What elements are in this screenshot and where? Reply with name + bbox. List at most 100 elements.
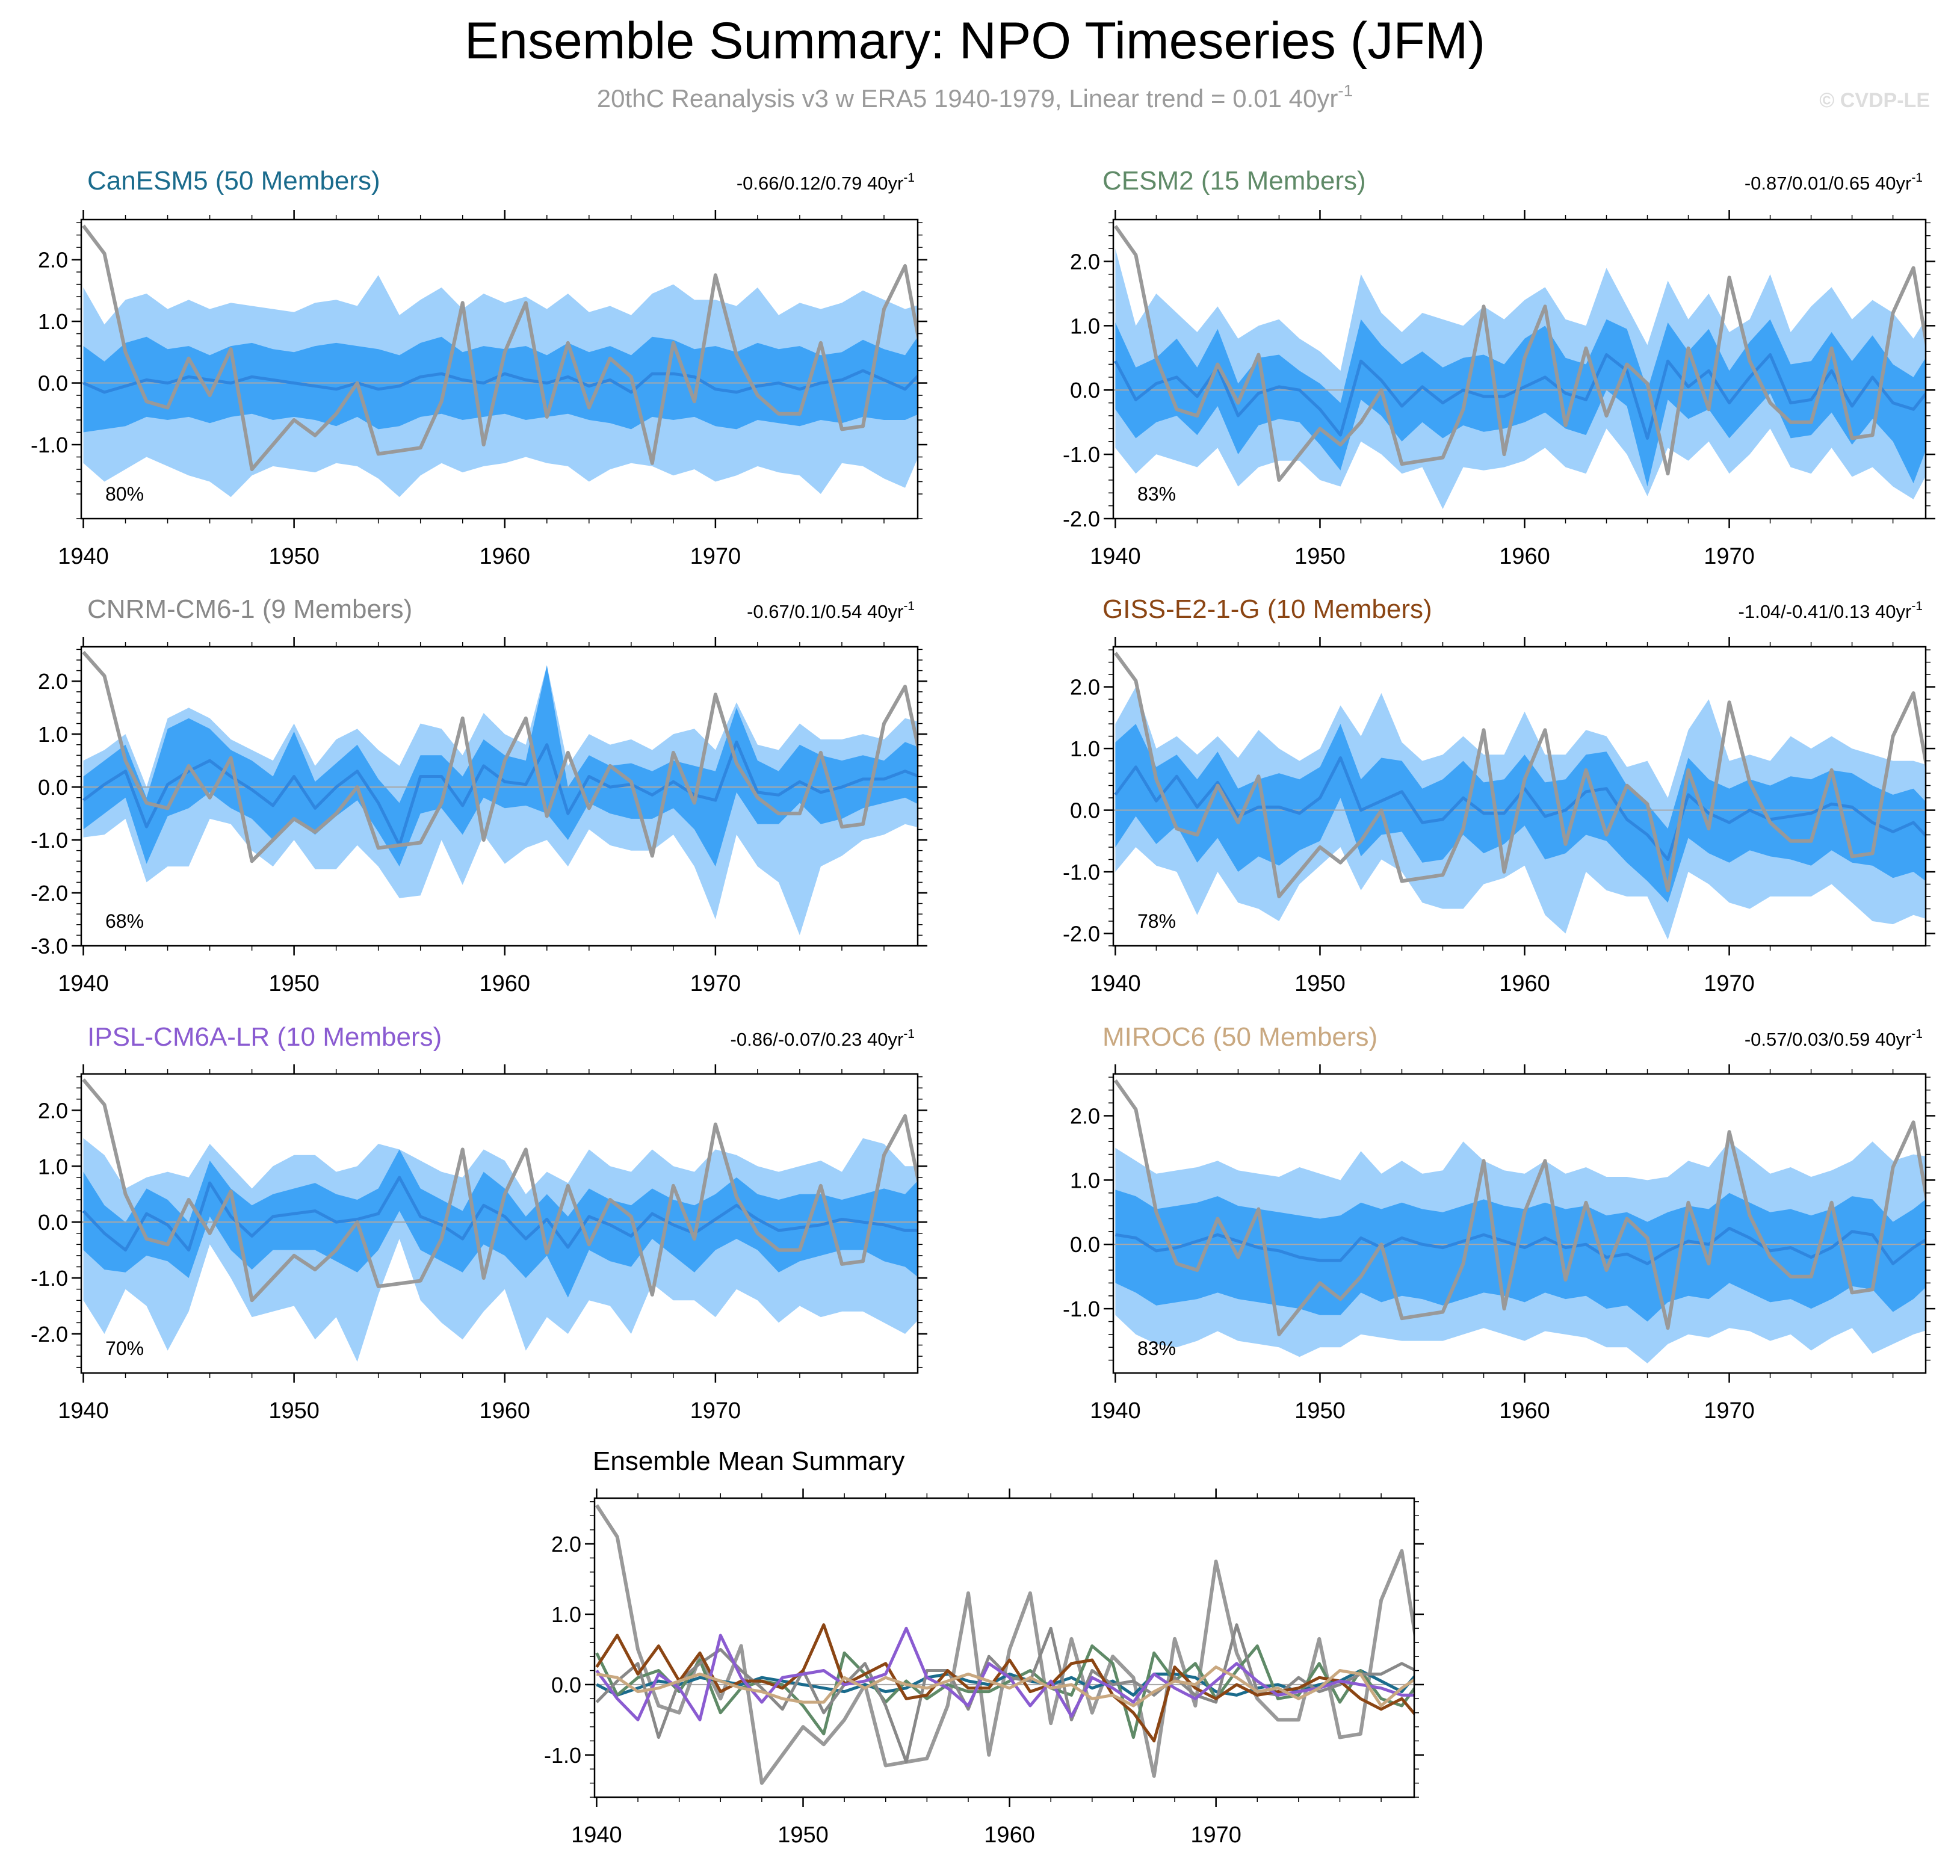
percent-label: 80% [105,483,144,505]
x-tick-label: 1960 [1499,1398,1550,1424]
y-tick-label: 2.0 [38,1098,68,1123]
panel-title: CESM2 (15 Members) [1102,166,1366,196]
panel-ipsl-cm6a-lr: 1940 1950 1960 1970 2.0 1.0 0.0 -1.0 -2.0 IPSL-CM… [31,1022,927,1424]
panel-ensemble-mean-summary: 1940 1950 1960 1970 2.0 1.0 0.0 -1.0 Ensemble Me… [544,1446,1424,1848]
inner-spread-band [83,1149,918,1298]
series-line-miroc6 [596,1665,1414,1708]
panel-giss-e2-1-g: 1940 1950 1960 1970 2.0 1.0 0.0 -1.0 -2.0 GISS-E2… [1063,594,1935,996]
y-tick-label: -1.0 [1063,860,1100,884]
panel-title: CanESM5 (50 Members) [87,166,380,196]
x-tick-label: 1950 [268,544,320,569]
trend-label-text: -0.57/0.03/0.59 40yr [1745,1029,1911,1050]
y-tick-label: -1.0 [1063,442,1100,467]
panels-group: 1940 1950 1960 1970 2.0 1.0 0.0 -1.0 CanESM5 (50… [31,166,1935,1848]
trend-label: -0.57/0.03/0.59 40yr-1 [1745,1027,1923,1050]
x-tick-label: 1970 [690,971,741,996]
y-tick-label: 2.0 [1070,675,1100,700]
panel-title: CNRM-CM6-1 (9 Members) [87,594,412,624]
x-tick-label: 1940 [1090,1398,1141,1424]
plot-frame [1112,646,1927,947]
percent-label: 78% [1137,910,1176,932]
x-tick-label: 1940 [1090,971,1141,996]
y-tick-label: 0.0 [1070,378,1100,403]
trend-label-text: -1.04/-0.41/0.13 40yr [1739,601,1912,622]
trend-label: -0.67/0.1/0.54 40yr-1 [747,599,915,622]
trend-label: -0.86/-0.07/0.23 40yr-1 [731,1027,915,1050]
y-tick-label: 2.0 [38,248,68,273]
x-tick-label: 1940 [58,544,109,569]
observed-line [82,1078,918,1303]
watermark-text: © CVDP-LE [1819,89,1930,112]
inner-spread-band [83,665,918,867]
trend-label: -0.66/0.12/0.79 40yr-1 [737,171,915,194]
series-line-ipsl-cm6a-lr [595,1626,1414,1721]
x-tick-label: 1940 [58,971,109,996]
panel-cesm2: 1940 1950 1960 1970 2.0 1.0 0.0 -1.0 -2.0 CESM2 (… [1063,166,1935,569]
y-tick-label: -1.0 [31,828,68,853]
panel-canesm5: 1940 1950 1960 1970 2.0 1.0 0.0 -1.0 CanESM5 (50… [31,166,927,569]
panel-title: Ensemble Mean Summary [593,1446,904,1476]
inner-spread-band [1115,1189,1926,1322]
x-tick-label: 1960 [479,971,530,996]
figure-subtitle: 20thC Reanalysis v3 w ERA5 1940-1979, Li… [597,81,1353,113]
y-tick-label: -2.0 [1063,507,1100,531]
figure-title: Ensemble Summary: NPO Timeseries (JFM) [465,12,1485,70]
x-tick-label: 1970 [690,544,741,569]
x-tick-label: 1960 [479,544,530,569]
trend-label-superscript: -1 [1911,1027,1923,1041]
plot-frame [1112,1073,1927,1374]
x-tick-label: 1970 [1704,971,1755,996]
trend-label-text: -0.87/0.01/0.65 40yr [1745,173,1911,194]
x-tick-label: 1970 [1704,1398,1755,1424]
x-tick-label: 1940 [58,1398,109,1424]
observed-line [1113,1079,1926,1336]
y-tick-label: 0.0 [1070,798,1100,823]
plot-area [81,224,918,498]
x-tick-label: 1950 [268,971,320,996]
x-tick-label: 1960 [984,1822,1035,1848]
y-tick-label: -2.0 [1063,922,1100,946]
inner-spread-band [83,336,918,433]
y-tick-label: 0.0 [38,1210,68,1235]
x-tick-label: 1970 [1704,544,1755,569]
y-tick-label: 0.0 [1070,1232,1100,1257]
x-tick-label: 1940 [571,1822,622,1848]
observed-line [1113,224,1926,482]
y-tick-label: -1.0 [31,433,68,457]
x-tick-label: 1960 [1499,544,1550,569]
y-tick-label: -2.0 [31,881,68,906]
y-tick-label: 2.0 [38,669,68,694]
panel-miroc6: 1940 1950 1960 1970 2.0 1.0 0.0 -1.0 MIROC6 (50 … [1063,1022,1935,1424]
ensemble-mean-line [1115,1227,1926,1265]
y-tick-label: 0.0 [38,371,68,396]
percent-label: 68% [105,910,144,932]
y-tick-label: 1.0 [38,722,68,747]
observed-line [595,1504,1414,1785]
series-line-cesm2 [595,1644,1414,1739]
y-tick-label: -1.0 [544,1743,581,1768]
y-tick-label: 1.0 [38,1154,68,1179]
inner-spread-band [1115,319,1926,487]
plot-frame [80,646,919,947]
x-tick-label: 1960 [479,1398,530,1424]
y-tick-label: -2.0 [31,1322,68,1347]
trend-label-superscript: -1 [1911,171,1923,185]
plot-area [81,650,918,936]
ensemble-mean-line [1114,353,1926,440]
y-tick-label: -1.0 [31,1266,68,1291]
x-tick-label: 1950 [1294,1398,1346,1424]
x-tick-label: 1950 [268,1398,320,1424]
y-tick-label: -1.0 [1063,1297,1100,1321]
subtitle-text: 20thC Reanalysis v3 w ERA5 1940-1979, Li… [597,84,1338,113]
y-tick-label: 2.0 [1070,249,1100,274]
observed-line [1113,652,1926,898]
y-tick-label: 1.0 [1070,736,1100,761]
plot-frame [593,1497,1415,1798]
plot-frame [80,1073,919,1374]
plot-frame [80,218,919,520]
trend-label-superscript: -1 [903,1027,915,1041]
x-tick-label: 1970 [690,1398,741,1424]
percent-label: 83% [1137,1338,1176,1359]
y-tick-label: 1.0 [1070,1168,1100,1193]
